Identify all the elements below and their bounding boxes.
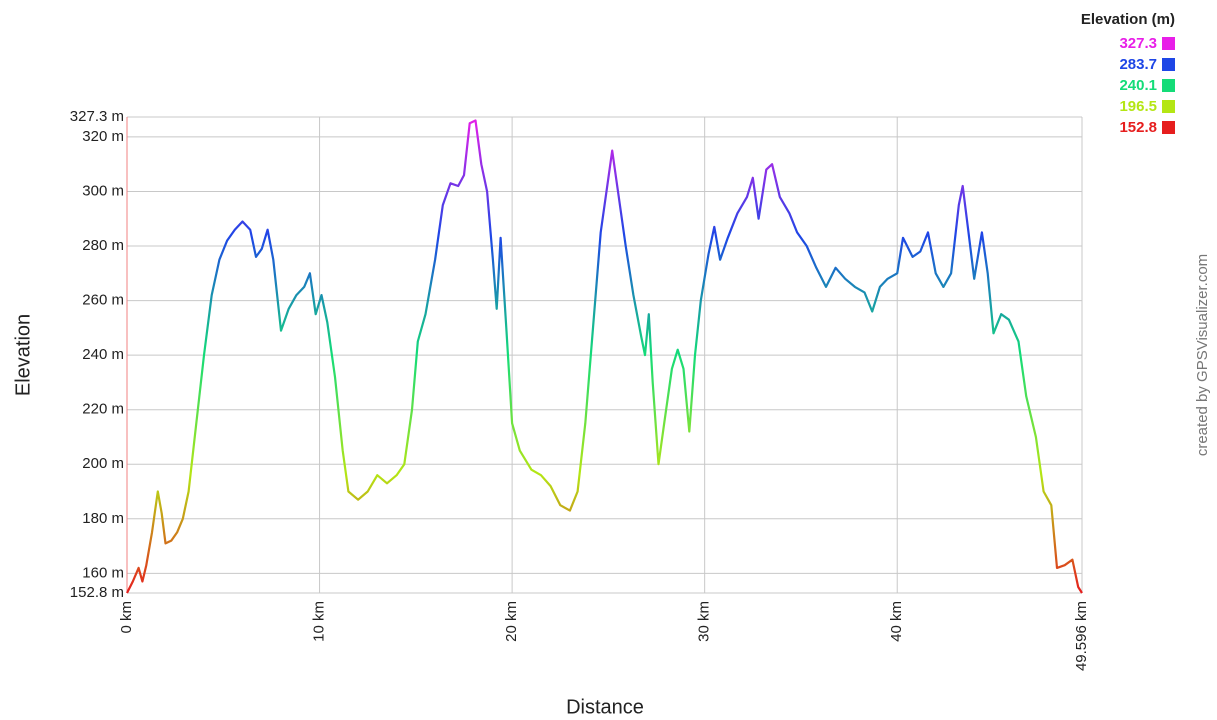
credit: created by GPSVisualizer.com — [1194, 254, 1211, 456]
legend-label: 283.7 — [1119, 56, 1157, 73]
y-tick-label: 200 m — [82, 455, 124, 472]
y-tick-label: 300 m — [82, 182, 124, 199]
legend-label: 240.1 — [1119, 77, 1157, 94]
x-tick-label: 20 km — [503, 601, 520, 642]
x-tick-label: 10 km — [311, 601, 328, 642]
x-tick-label: 30 km — [696, 601, 713, 642]
y-axis-label: Elevation — [12, 314, 34, 396]
legend-title: Elevation (m) — [1081, 11, 1175, 28]
legend-swatch — [1162, 79, 1175, 92]
y-tick-label: 240 m — [82, 346, 124, 363]
y-tick-label: 160 m — [82, 564, 124, 581]
y-tick-label: 320 m — [82, 128, 124, 145]
y-tick-label: 260 m — [82, 292, 124, 309]
legend-swatch — [1162, 121, 1175, 134]
x-axis-label: Distance — [566, 696, 644, 718]
x-tick-label: 49.596 km — [1073, 601, 1090, 671]
legend-swatch — [1162, 37, 1175, 50]
legend-swatch — [1162, 58, 1175, 71]
x-tick-label: 40 km — [888, 601, 905, 642]
legend-label: 152.8 — [1119, 119, 1157, 136]
y-tick-label: 327.3 m — [70, 108, 124, 125]
legend-label: 327.3 — [1119, 35, 1157, 52]
y-tick-label: 280 m — [82, 237, 124, 254]
y-tick-label: 220 m — [82, 401, 124, 418]
legend-label: 196.5 — [1119, 98, 1157, 115]
elevation-line — [126, 119, 1083, 594]
legend-swatch — [1162, 100, 1175, 113]
y-tick-label: 152.8 m — [70, 584, 124, 601]
y-tick-label: 180 m — [82, 510, 124, 527]
x-tick-label: 0 km — [118, 601, 135, 634]
